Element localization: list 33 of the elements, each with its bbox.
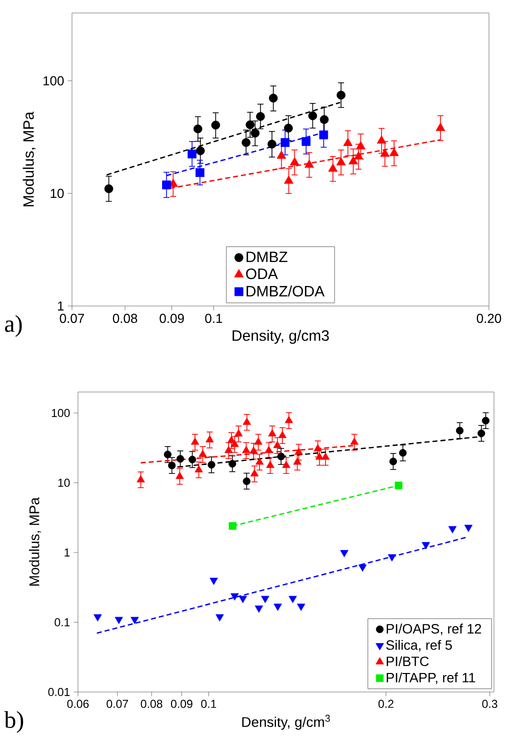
y-axis-title: Modulus, MPa [22, 112, 36, 206]
x-tick-label: 0.07 [106, 700, 128, 708]
legend-label: PI/OAPS, ref 12 [386, 624, 482, 636]
x-tick-label: 0.09 [170, 700, 192, 708]
y-tick-label: 10 [50, 188, 64, 198]
legend-label: ODA [246, 268, 278, 280]
y-tick-label: 100 [52, 408, 70, 418]
x-tick-label: 0.08 [140, 700, 162, 708]
y-tick-label: 0.1 [54, 618, 70, 626]
x-tick-label: 0.09 [160, 314, 184, 323]
legend-label: PI/TAPP, ref 11 [386, 672, 476, 684]
x-tick-label: 0.20 [476, 314, 502, 323]
y-tick-label: 100 [44, 76, 64, 86]
y-tick-label: 1 [64, 548, 70, 556]
y-tick-label: 1 [58, 302, 64, 310]
x-tick-label: 0.1 [201, 700, 216, 708]
legend-label: DMBZ/ODA [246, 285, 325, 297]
y-tick-label: 10 [58, 478, 70, 487]
x-axis-title: Density, g/cm3 [232, 330, 329, 344]
x-tick-label: 0.07 [60, 314, 84, 323]
legend-label: Silica, ref 5 [386, 640, 452, 652]
legend-label: PI/BTC [386, 656, 429, 666]
legend-label: DMBZ [246, 252, 288, 262]
y-tick-label: 0.01 [48, 688, 70, 696]
text: b) [4, 711, 24, 733]
x-tick-label: 0.1 [205, 314, 222, 323]
x-tick-label: 0.3 [482, 700, 498, 708]
text: a) [5, 315, 22, 337]
x-axis-title: Density, g/cm$^{3}$ [242, 714, 330, 730]
x-tick-label: 0.06 [67, 700, 89, 708]
x-tick-label: 0.2 [378, 700, 394, 708]
y-axis-title: Modulus, MPa [29, 497, 41, 586]
x-tick-label: 0.08 [112, 314, 138, 323]
